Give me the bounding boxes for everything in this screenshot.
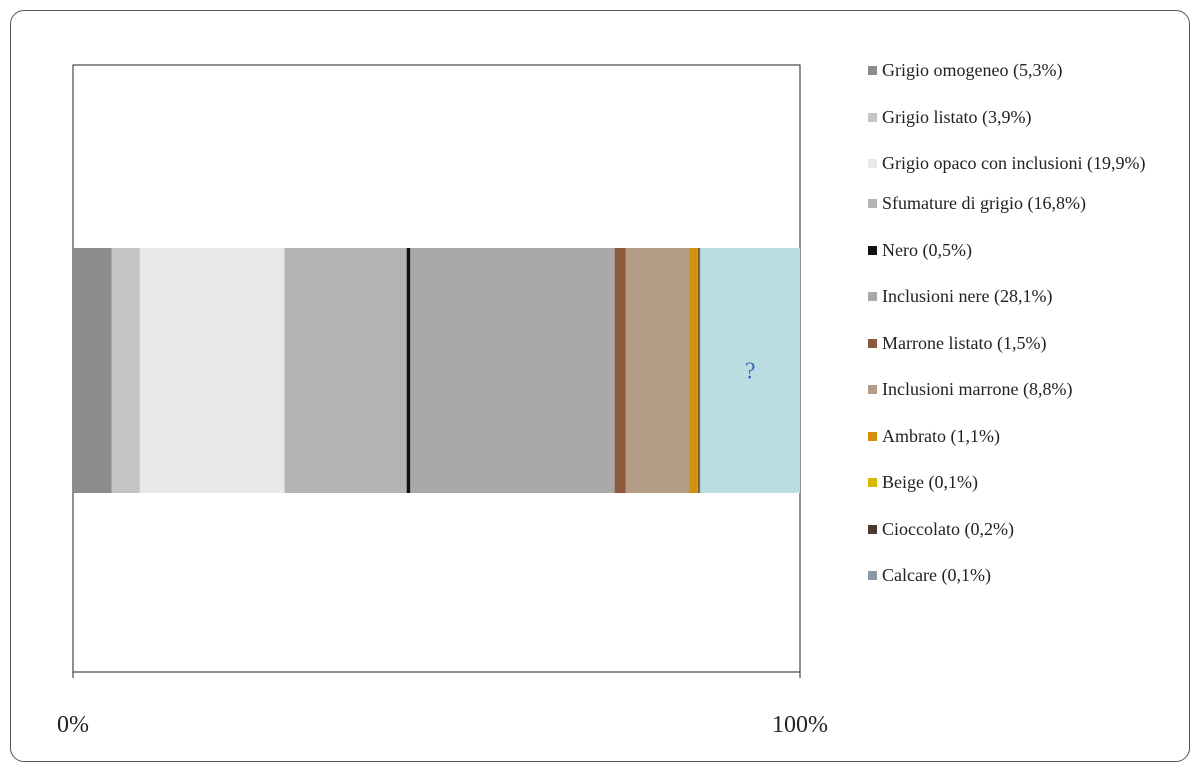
legend-label: Beige (0,1%)	[882, 472, 978, 492]
legend-item: Marrone listato (1,5%)	[868, 333, 1168, 353]
legend-label: Nero (0,5%)	[882, 240, 972, 260]
bar-segment	[112, 248, 140, 493]
bar-segment	[615, 248, 626, 493]
legend-item: Grigio omogeneo (5,3%)	[868, 60, 1168, 80]
page: 0% 100%? Grigio omogeneo (5,3%) Grigio lis…	[0, 0, 1202, 774]
legend-swatch	[868, 246, 877, 255]
segment-label: ?	[745, 359, 756, 385]
legend-item: Inclusioni nere (28,1%)	[868, 286, 1168, 306]
legend-swatch	[868, 66, 877, 75]
legend-swatch	[868, 339, 877, 348]
legend-label: Inclusioni nere (28,1%)	[882, 286, 1052, 306]
bar-segment	[698, 248, 699, 493]
x-tick-label: 100%	[772, 712, 828, 738]
bar-segment	[626, 248, 690, 493]
bar-segment	[285, 248, 407, 493]
legend-item: Calcare (0,1%)	[868, 565, 1168, 585]
bar-segment	[689, 248, 697, 493]
bar-segment	[697, 248, 698, 493]
legend-item: Nero (0,5%)	[868, 240, 1168, 260]
legend-swatch	[868, 292, 877, 301]
legend-swatch	[868, 159, 877, 168]
legend-item: Beige (0,1%)	[868, 472, 1168, 492]
legend-label: Marrone listato (1,5%)	[882, 333, 1046, 353]
legend-item: Sfumature di grigio (16,8%)	[868, 193, 1168, 213]
legend-item: Cioccolato (0,2%)	[868, 519, 1168, 539]
legend-label: Calcare (0,1%)	[882, 565, 991, 585]
legend-label: Ambrato (1,1%)	[882, 426, 1000, 446]
legend-swatch	[868, 385, 877, 394]
legend-item: Grigio listato (3,9%)	[868, 107, 1168, 127]
legend-swatch	[868, 525, 877, 534]
x-tick-label: 0%	[57, 712, 89, 738]
legend-label: Sfumature di grigio (16,8%)	[882, 193, 1086, 213]
bar-segment	[140, 248, 285, 493]
legend-item: Ambrato (1,1%)	[868, 426, 1168, 446]
legend-label: Inclusioni marrone (8,8%)	[882, 379, 1072, 399]
bar-segment	[73, 248, 112, 493]
bar-segment	[410, 248, 614, 493]
legend-item: Grigio opaco con inclusioni (19,9%)	[868, 153, 1168, 173]
legend-label: Grigio listato (3,9%)	[882, 107, 1031, 127]
legend-label: Cioccolato (0,2%)	[882, 519, 1014, 539]
legend-label: Grigio omogeneo (5,3%)	[882, 60, 1062, 80]
legend-swatch	[868, 199, 877, 208]
legend-swatch	[868, 113, 877, 122]
legend-swatch	[868, 571, 877, 580]
legend-swatch	[868, 478, 877, 487]
legend-item: Inclusioni marrone (8,8%)	[868, 379, 1168, 399]
legend-swatch	[868, 432, 877, 441]
bar-segment	[700, 248, 701, 493]
bar-segment	[407, 248, 411, 493]
legend-label: Grigio opaco con inclusioni (19,9%)	[882, 153, 1145, 173]
